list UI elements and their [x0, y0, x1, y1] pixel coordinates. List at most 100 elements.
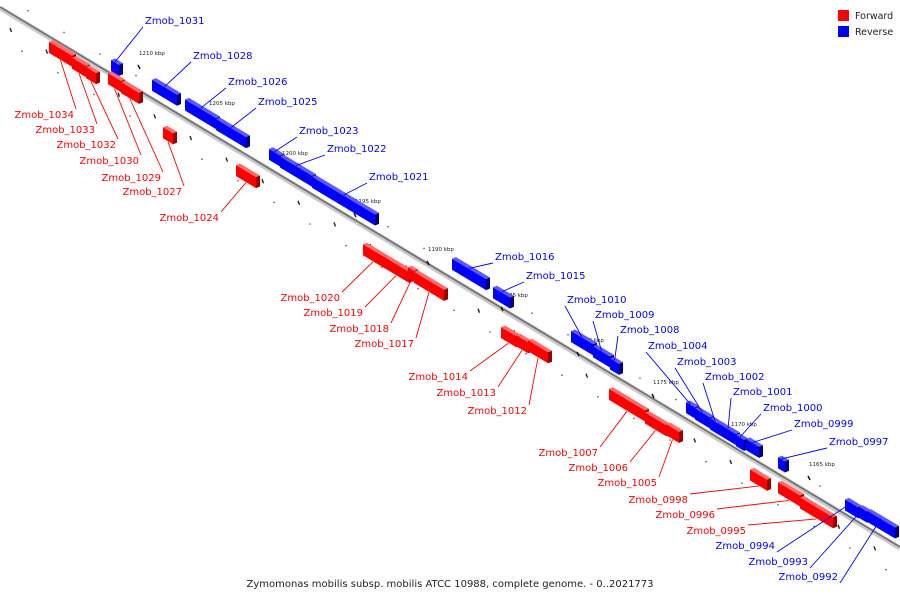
minor-tick-dot-below — [633, 417, 635, 420]
gene-block-face — [493, 287, 510, 309]
gene-label[interactable]: Zmob_1017 — [354, 339, 414, 350]
scale-tick — [500, 306, 504, 312]
gene-zmob-1031[interactable] — [111, 58, 123, 76]
minor-tick-dot-below — [93, 93, 95, 96]
gene-label[interactable]: Zmob_1019 — [303, 308, 363, 319]
gene-zmob-1008[interactable] — [610, 356, 623, 375]
minor-tick-dot-above — [63, 31, 65, 34]
leader-line — [528, 357, 539, 406]
leader-line — [364, 275, 397, 308]
gene-label[interactable]: Zmob_1016 — [495, 252, 555, 263]
gene-block-face — [452, 258, 486, 291]
gene-block-top — [778, 480, 804, 496]
minor-tick-below — [153, 114, 157, 119]
gene-block-top — [845, 497, 862, 508]
gene-block-top — [49, 40, 76, 56]
minor-tick-below — [477, 308, 481, 314]
gene-label[interactable]: Zmob_1004 — [648, 341, 708, 352]
gene-block-side — [785, 459, 789, 473]
gene-zmob-1024[interactable] — [236, 163, 260, 189]
leader-line — [415, 292, 430, 339]
gene-label[interactable]: Zmob_1013 — [436, 388, 496, 399]
gene-label[interactable]: Zmob_0996 — [655, 510, 715, 521]
gene-label[interactable]: Zmob_1018 — [329, 324, 389, 335]
gene-label[interactable]: Zmob_0997 — [829, 437, 889, 448]
gene-label[interactable]: Zmob_1002 — [705, 372, 765, 383]
gene-zmob-1012[interactable] — [528, 338, 552, 364]
gene-label[interactable]: Zmob_1015 — [526, 271, 586, 282]
gene-label[interactable]: Zmob_1027 — [122, 187, 182, 198]
leader-line — [164, 61, 192, 88]
gene-zmob-1021[interactable] — [312, 175, 379, 226]
minor-tick-dot-below — [741, 482, 743, 485]
gene-zmob-1028[interactable] — [152, 78, 181, 106]
gene-block-face — [516, 335, 528, 354]
gene-label[interactable]: Zmob_1020 — [280, 293, 340, 304]
gene-zmob-1029[interactable] — [121, 80, 143, 104]
legend-reverse-swatch — [838, 26, 849, 37]
gene-label[interactable]: Zmob_1009 — [595, 310, 655, 321]
leader-line — [599, 410, 628, 448]
gene-label[interactable]: Zmob_1012 — [467, 406, 527, 417]
minor-tick-below — [873, 546, 877, 551]
gene-label[interactable]: Zmob_0993 — [748, 557, 808, 568]
leader-line — [674, 367, 703, 413]
gene-block-side — [256, 175, 260, 189]
gene-label[interactable]: Zmob_1026 — [228, 77, 288, 88]
gene-block-face — [408, 267, 414, 282]
gene-label[interactable]: Zmob_0995 — [686, 526, 746, 537]
minor-tick-dot-below — [813, 525, 815, 528]
gene-label[interactable]: Zmob_1006 — [568, 463, 628, 474]
leader-line — [501, 281, 525, 293]
gene-label[interactable]: Zmob_0994 — [715, 541, 775, 552]
gene-label[interactable]: Zmob_1021 — [369, 172, 429, 183]
gene-block-face — [49, 41, 72, 67]
minor-tick-dot-below — [525, 352, 527, 355]
gene-label[interactable]: Zmob_1022 — [327, 144, 387, 155]
gene-label[interactable]: Zmob_1001 — [733, 387, 793, 398]
gene-label[interactable]: Zmob_1024 — [159, 213, 219, 224]
gene-label[interactable]: Zmob_1030 — [79, 156, 139, 167]
leader-line — [390, 280, 412, 324]
gene-block-face — [185, 99, 216, 130]
gene-zmob-1017[interactable] — [414, 270, 448, 301]
gene-block-top — [736, 433, 748, 440]
gene-block-top — [312, 175, 379, 215]
gene-label[interactable]: Zmob_1005 — [597, 478, 657, 489]
minor-tick-dot-below — [777, 504, 779, 506]
gene-label[interactable]: Zmob_0998 — [628, 495, 688, 506]
gene-label[interactable]: Zmob_1000 — [763, 403, 823, 414]
gene-zmob-1032[interactable] — [86, 65, 100, 85]
gene-zmob-0992[interactable] — [867, 509, 899, 539]
gene-label[interactable]: Zmob_1010 — [567, 295, 627, 306]
gene-label[interactable]: Zmob_0992 — [778, 572, 838, 583]
gene-zmob-0998[interactable] — [750, 467, 771, 491]
gene-label[interactable]: Zmob_1033 — [35, 125, 95, 136]
gene-zmob-1025[interactable] — [216, 117, 250, 149]
gene-label[interactable]: Zmob_1014 — [408, 372, 468, 383]
gene-label[interactable]: Zmob_1029 — [101, 173, 161, 184]
gene-label[interactable]: Zmob_1007 — [538, 448, 598, 459]
gene-label[interactable]: Zmob_1031 — [145, 16, 205, 27]
minor-tick-below — [225, 157, 229, 162]
gene-label[interactable]: Zmob_1028 — [193, 51, 253, 62]
gene-block-side — [139, 91, 143, 104]
gene-label[interactable]: Zmob_1025 — [258, 97, 318, 108]
gene-label[interactable]: Zmob_1008 — [620, 325, 680, 336]
gene-block-top — [185, 97, 220, 119]
gene-zmob-1027[interactable] — [163, 125, 177, 145]
gene-zmob-1015[interactable] — [493, 285, 514, 309]
minor-tick-dot-above — [675, 398, 677, 401]
minor-tick-dot-below — [669, 439, 671, 441]
gene-block-face — [571, 331, 593, 356]
scale-tick — [426, 260, 430, 266]
gene-block-side — [895, 525, 899, 539]
gene-label[interactable]: Zmob_1023 — [299, 126, 359, 137]
gene-block-face — [363, 244, 383, 268]
gene-label[interactable]: Zmob_1003 — [677, 357, 737, 368]
leader-line — [752, 429, 793, 443]
gene-label[interactable]: Zmob_0999 — [794, 419, 854, 430]
gene-label[interactable]: Zmob_1034 — [14, 110, 74, 121]
gene-zmob-1005[interactable] — [666, 422, 683, 443]
gene-label[interactable]: Zmob_1032 — [56, 140, 116, 151]
